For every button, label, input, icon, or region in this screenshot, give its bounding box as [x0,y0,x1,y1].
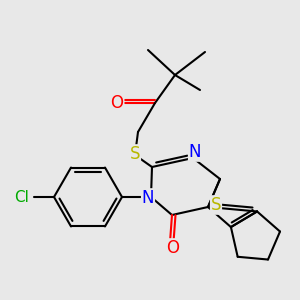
Text: S: S [130,145,140,163]
Text: N: N [189,143,201,161]
Text: S: S [211,196,221,214]
Text: O: O [110,94,124,112]
Text: Cl: Cl [15,190,29,205]
Text: N: N [142,189,154,207]
Text: O: O [167,239,179,257]
